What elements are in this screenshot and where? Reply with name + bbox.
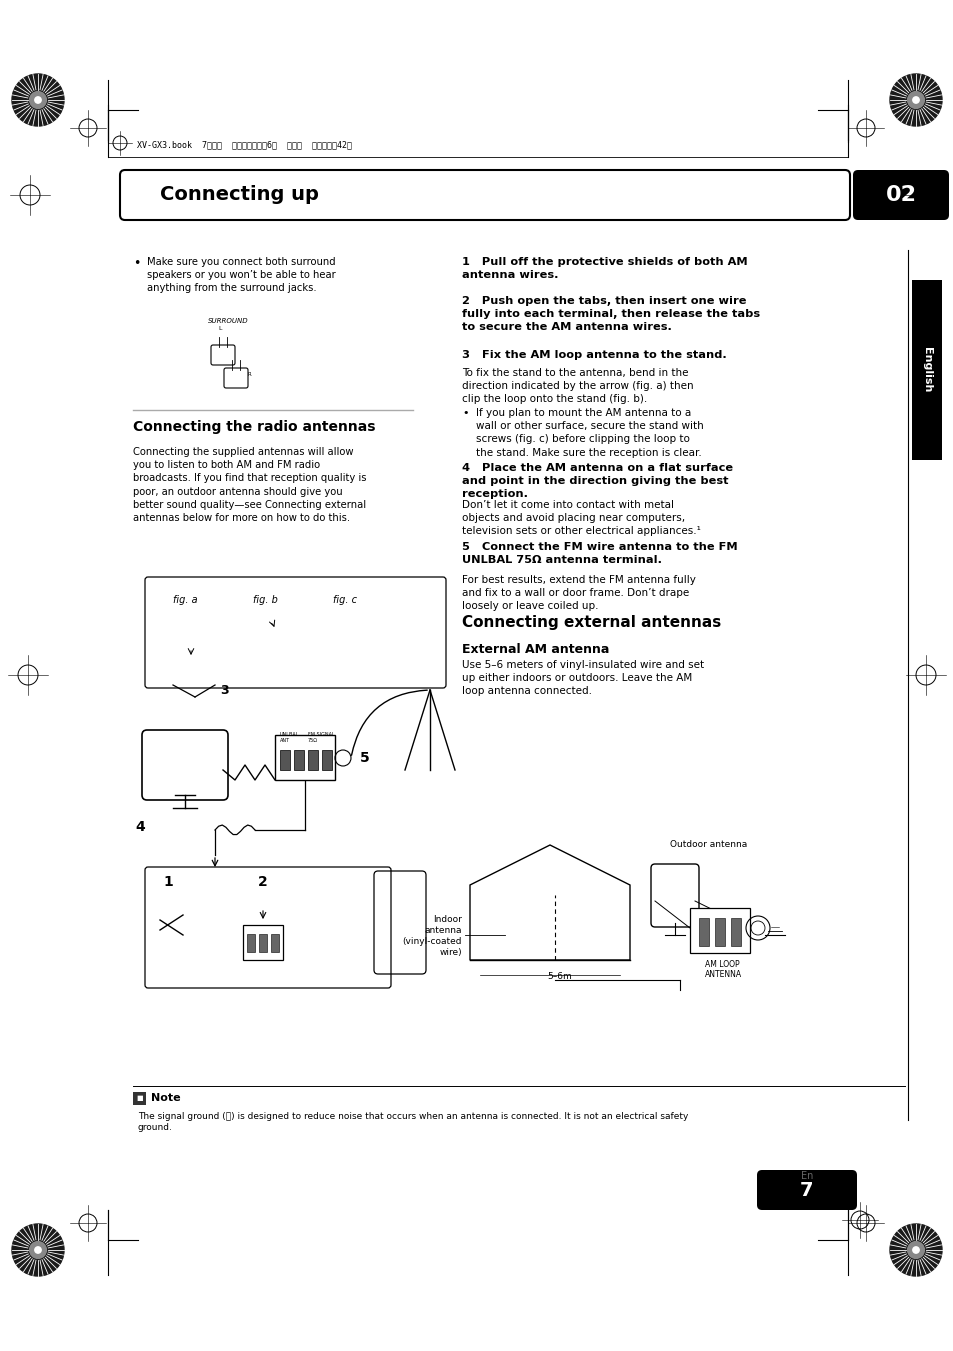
Text: fig. c: fig. c bbox=[333, 594, 356, 605]
Bar bbox=[689, 908, 749, 952]
Text: En: En bbox=[800, 1171, 812, 1181]
Text: L: L bbox=[218, 326, 221, 331]
Bar bbox=[258, 934, 267, 952]
Text: To fix the stand to the antenna, bend in the
direction indicated by the arrow (f: To fix the stand to the antenna, bend in… bbox=[461, 367, 693, 404]
Text: AM LOOP
ANTENNA: AM LOOP ANTENNA bbox=[704, 961, 741, 979]
FancyBboxPatch shape bbox=[145, 867, 391, 988]
Text: UNLBAL
ANT: UNLBAL ANT bbox=[280, 732, 299, 743]
Circle shape bbox=[889, 1224, 941, 1275]
Circle shape bbox=[911, 96, 919, 104]
Bar bbox=[322, 750, 332, 770]
Text: 3: 3 bbox=[220, 685, 229, 697]
Circle shape bbox=[889, 74, 941, 126]
Text: External AM antenna: External AM antenna bbox=[461, 643, 609, 657]
Text: 4: 4 bbox=[135, 820, 145, 834]
Text: 2: 2 bbox=[258, 875, 268, 889]
Bar bbox=[730, 917, 740, 946]
Bar bbox=[911, 280, 941, 459]
Circle shape bbox=[12, 74, 64, 126]
Bar bbox=[274, 735, 335, 780]
Text: Note: Note bbox=[151, 1093, 180, 1102]
FancyBboxPatch shape bbox=[145, 577, 446, 688]
Text: Connecting the supplied antennas will allow
you to listen to both AM and FM radi: Connecting the supplied antennas will al… bbox=[132, 447, 366, 523]
Text: 1: 1 bbox=[163, 875, 172, 889]
Text: If you plan to mount the AM antenna to a
wall or other surface, secure the stand: If you plan to mount the AM antenna to a… bbox=[476, 408, 703, 458]
Text: English: English bbox=[921, 347, 931, 393]
Circle shape bbox=[34, 96, 42, 104]
Text: 2   Push open the tabs, then insert one wire
fully into each terminal, then rele: 2 Push open the tabs, then insert one wi… bbox=[461, 296, 760, 332]
Text: SURROUND: SURROUND bbox=[208, 317, 248, 324]
Text: •: • bbox=[132, 257, 140, 270]
Text: 1   Pull off the protective shields of both AM
antenna wires.: 1 Pull off the protective shields of bot… bbox=[461, 257, 747, 280]
Bar bbox=[294, 750, 304, 770]
Text: fig. b: fig. b bbox=[253, 594, 277, 605]
Text: Indoor
antenna
(vinyl-coated
wire): Indoor antenna (vinyl-coated wire) bbox=[402, 915, 461, 958]
Text: XV-GX3.book  7ページ  ２００５年７月6日  水曜日  午前１１時42分: XV-GX3.book 7ページ ２００５年７月6日 水曜日 午前１１時42分 bbox=[137, 141, 352, 150]
Circle shape bbox=[906, 91, 924, 109]
Text: For best results, extend the FM antenna fully
and fix to a wall or door frame. D: For best results, extend the FM antenna … bbox=[461, 576, 695, 612]
Text: Connecting the radio antennas: Connecting the radio antennas bbox=[132, 420, 375, 434]
Circle shape bbox=[911, 1246, 919, 1254]
Circle shape bbox=[906, 1242, 924, 1259]
Bar bbox=[699, 917, 708, 946]
Bar bbox=[308, 750, 317, 770]
Circle shape bbox=[34, 1246, 42, 1254]
Text: ■: ■ bbox=[136, 1096, 143, 1101]
Text: 02: 02 bbox=[884, 185, 916, 205]
Text: R: R bbox=[248, 373, 252, 377]
Bar bbox=[714, 917, 724, 946]
Circle shape bbox=[29, 1242, 47, 1259]
Text: Connecting external antennas: Connecting external antennas bbox=[461, 615, 720, 630]
FancyBboxPatch shape bbox=[757, 1170, 856, 1210]
Bar bbox=[271, 934, 278, 952]
FancyBboxPatch shape bbox=[120, 170, 849, 220]
Bar bbox=[280, 750, 290, 770]
Text: fig. a: fig. a bbox=[172, 594, 197, 605]
Text: Use 5–6 meters of vinyl-insulated wire and set
up either indoors or outdoors. Le: Use 5–6 meters of vinyl-insulated wire a… bbox=[461, 661, 703, 696]
Text: •: • bbox=[461, 408, 468, 417]
Text: The signal ground (⪥) is designed to reduce noise that occurs when an antenna is: The signal ground (⪥) is designed to red… bbox=[138, 1112, 688, 1132]
Text: 5: 5 bbox=[359, 751, 370, 765]
Text: 7: 7 bbox=[800, 1181, 813, 1200]
Text: FM SIGNAL
75Ω: FM SIGNAL 75Ω bbox=[308, 732, 335, 743]
FancyBboxPatch shape bbox=[852, 170, 948, 220]
Text: Connecting up: Connecting up bbox=[160, 185, 318, 204]
Text: Don’t let it come into contact with metal
objects and avoid placing near compute: Don’t let it come into contact with meta… bbox=[461, 500, 700, 536]
Circle shape bbox=[12, 1224, 64, 1275]
Bar bbox=[243, 925, 283, 961]
Text: 5–6m: 5–6m bbox=[547, 971, 572, 981]
Text: 4   Place the AM antenna on a flat surface
and point in the direction giving the: 4 Place the AM antenna on a flat surface… bbox=[461, 463, 732, 500]
Text: 3   Fix the AM loop antenna to the stand.: 3 Fix the AM loop antenna to the stand. bbox=[461, 350, 726, 359]
Text: 5   Connect the FM wire antenna to the FM
UNLBAL 75Ω antenna terminal.: 5 Connect the FM wire antenna to the FM … bbox=[461, 542, 737, 565]
Bar bbox=[132, 1092, 146, 1105]
Text: Make sure you connect both surround
speakers or you won’t be able to hear
anythi: Make sure you connect both surround spea… bbox=[147, 257, 335, 293]
Text: Outdoor antenna: Outdoor antenna bbox=[669, 840, 746, 848]
Bar bbox=[247, 934, 254, 952]
Circle shape bbox=[29, 91, 47, 109]
